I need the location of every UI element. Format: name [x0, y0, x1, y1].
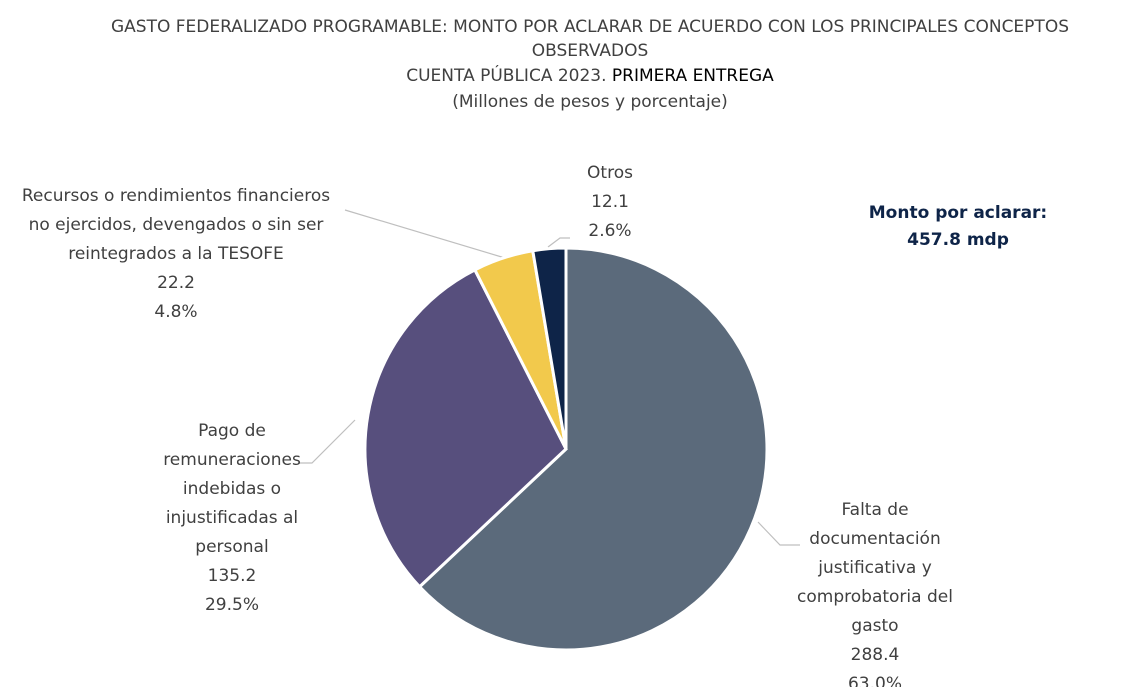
chart-title: GASTO FEDERALIZADO PROGRAMABLE: MONTO PO…: [111, 17, 1069, 37]
value-label: 135.2: [208, 566, 257, 586]
slice-label: comprobatoria del: [797, 587, 953, 607]
slice-label: Otros: [587, 163, 633, 183]
slice-label: Falta de: [841, 500, 908, 520]
value-label: 12.1: [591, 192, 629, 212]
percent-label: 29.5%: [205, 595, 259, 615]
value-label: 22.2: [157, 273, 195, 293]
pie-slice: [417, 246, 769, 652]
subtitle-part: PRIMERA ENTREGA: [612, 66, 774, 86]
slice-label: justificativa y: [817, 558, 932, 578]
leader-line: [298, 419, 356, 464]
value-label: 288.4: [851, 645, 900, 665]
slice-label: Recursos o rendimientos financieros: [22, 186, 330, 206]
percent-label: 63.0%: [848, 674, 902, 687]
chart-title: OBSERVADOS: [532, 41, 649, 61]
pie-slice: [363, 267, 568, 589]
slice-label: documentación: [809, 529, 940, 549]
slice-label: personal: [195, 537, 268, 557]
annotation: 457.8 mdp: [907, 230, 1009, 250]
units-note: (Millones de pesos y porcentaje): [452, 92, 728, 112]
percent-label: 2.6%: [588, 221, 631, 241]
leader-line: [344, 209, 506, 259]
annotation: Monto por aclarar:: [869, 203, 1047, 223]
slice-label: no ejercidos, devengados o sin ser: [29, 215, 324, 235]
slice-label: remuneraciones: [163, 450, 301, 470]
slice-label: Pago de: [198, 421, 266, 441]
leader-line: [757, 521, 800, 546]
leader-line: [547, 237, 570, 248]
slice-label: reintegrados a la TESOFE: [68, 244, 284, 264]
slice-label: gasto: [851, 616, 898, 636]
slice-label: indebidas o: [183, 479, 281, 499]
pie-slice: [531, 246, 568, 450]
subtitle-part: CUENTA PÚBLICA 2023.: [406, 64, 606, 86]
chart-subtitle: CUENTA PÚBLICA 2023. PRIMERA ENTREGA: [406, 64, 774, 86]
percent-label: 4.8%: [154, 302, 197, 322]
slice-label: injustificadas al: [166, 508, 298, 528]
